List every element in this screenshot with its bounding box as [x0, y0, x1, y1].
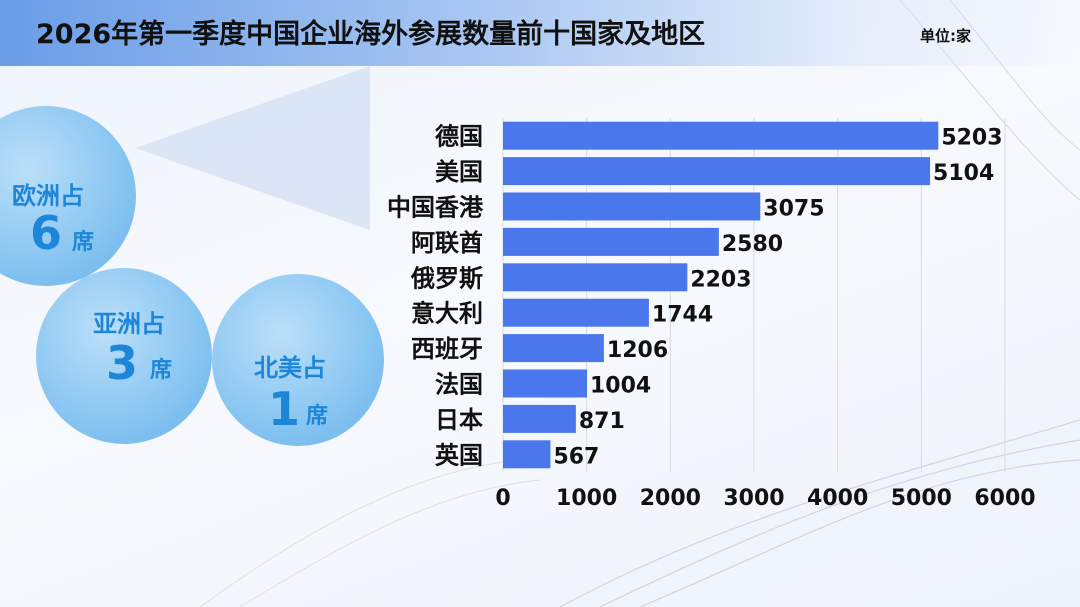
value-label: 5203: [941, 126, 1002, 151]
title-bar: [0, 0, 1080, 66]
value-label: 1206: [607, 338, 668, 363]
value-label: 2580: [722, 232, 783, 257]
x-tick-label: 0: [495, 486, 510, 511]
x-tick-label: 5000: [891, 486, 952, 511]
category-label: 意大利: [411, 300, 483, 328]
category-label: 英国: [435, 441, 483, 469]
unit-label: 单位:家: [920, 27, 971, 45]
asia-suffix: 席: [150, 358, 173, 383]
value-label: 567: [553, 444, 599, 469]
north-america-count: 1: [268, 382, 301, 436]
asia-region-label: 亚洲占: [93, 310, 165, 338]
value-label: 2203: [690, 267, 751, 292]
bar: [503, 227, 719, 256]
value-label: 1004: [590, 374, 651, 399]
x-tick-label: 2000: [640, 486, 701, 511]
bar: [503, 121, 939, 150]
bar: [503, 369, 588, 398]
bar: [503, 404, 576, 433]
value-label: 3075: [763, 197, 824, 222]
north-america-suffix: 席: [306, 404, 329, 429]
category-label: 美国: [435, 158, 483, 186]
bar: [503, 192, 761, 221]
europe-suffix: 席: [72, 230, 95, 255]
bar: [503, 298, 649, 327]
x-tick-label: 3000: [723, 486, 784, 511]
category-label: 法国: [435, 371, 483, 399]
category-label: 俄罗斯: [410, 264, 483, 292]
x-tick-label: 4000: [807, 486, 868, 511]
x-tick-label: 1000: [556, 486, 617, 511]
europe-count: 6: [30, 206, 63, 260]
europe-region-label: 欧洲占: [12, 182, 84, 210]
value-label: 871: [579, 409, 625, 434]
bar: [503, 263, 688, 292]
north-america-region-label: 北美占: [254, 354, 326, 382]
north-america-bubble: [212, 274, 384, 446]
value-label: 5104: [933, 161, 994, 186]
category-label: 中国香港: [387, 194, 484, 222]
asia-count: 3: [106, 336, 139, 390]
bar: [503, 157, 931, 186]
asia-bubble: [36, 268, 212, 444]
value-label: 1744: [652, 303, 713, 328]
x-tick-label: 6000: [974, 486, 1035, 511]
category-label: 德国: [435, 123, 483, 151]
category-label: 西班牙: [411, 335, 483, 363]
bar: [503, 440, 551, 469]
category-label: 日本: [435, 406, 483, 434]
bar: [503, 334, 604, 363]
category-label: 阿联酋: [411, 229, 483, 257]
page-title: 2026年第一季度中国企业海外参展数量前十国家及地区: [36, 19, 706, 50]
